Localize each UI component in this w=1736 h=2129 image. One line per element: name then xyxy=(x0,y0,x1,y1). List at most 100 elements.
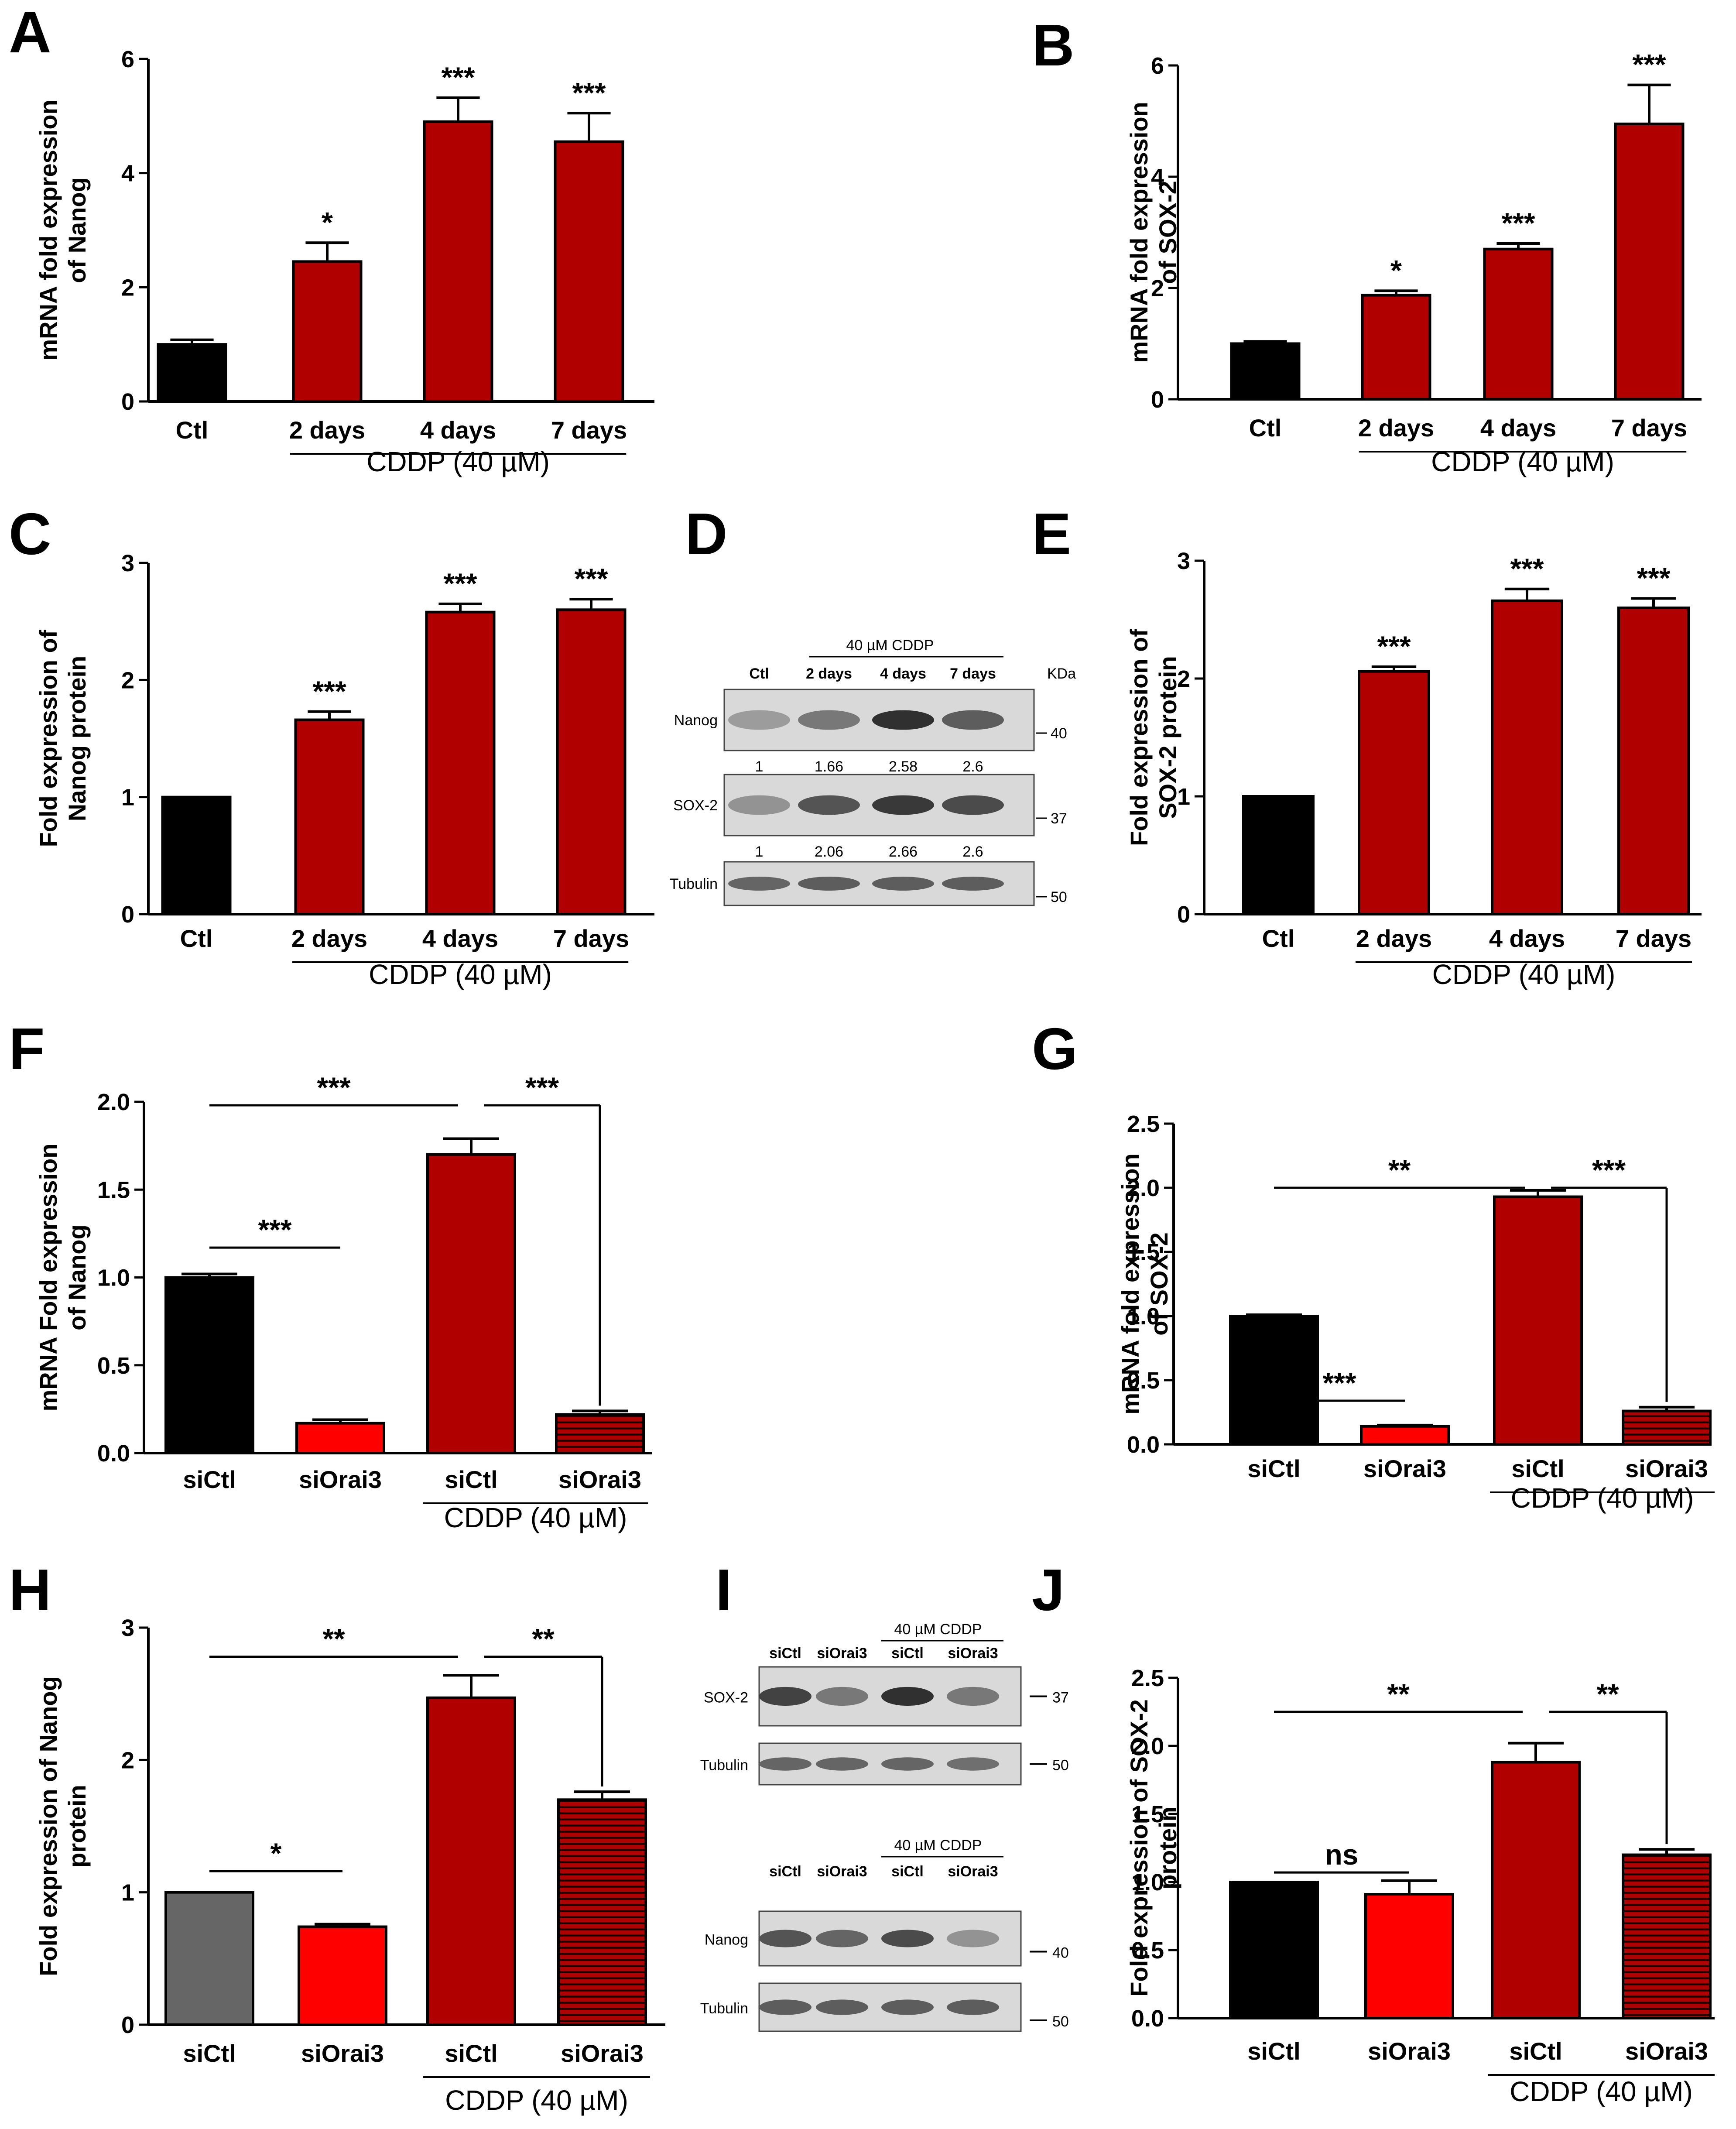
blot-i-top-band-name: Tubulin xyxy=(700,1757,748,1774)
blot-d-quant-value: 1.66 xyxy=(815,758,843,775)
y-axis-label-line: Fold expression of SOX-2 xyxy=(1125,1699,1153,1996)
blot-i-bottom-lane-label: siOrai3 xyxy=(817,1863,867,1880)
category-label: 7 days xyxy=(1616,925,1691,952)
panel-label-f: F xyxy=(9,1016,45,1082)
y-tick-label: 0.0 xyxy=(1127,1432,1160,1458)
y-tick-label: 2.0 xyxy=(1127,1175,1160,1201)
y-axis-label-line: mRNA Fold expression xyxy=(34,1143,62,1411)
y-tick-label: 0.5 xyxy=(97,1353,130,1379)
bar xyxy=(1360,1425,1450,1446)
panel-label-g: G xyxy=(1032,1016,1078,1082)
group-label: CDDP (40 µM) xyxy=(445,2084,628,2116)
category-label: siOrai3 xyxy=(558,1466,641,1493)
blot-d: 40 µM CDDP Ctl 2 days 4 days 7 days KDa Nanog 4… xyxy=(670,637,1076,906)
blot-i-top-tubulin-blot-strip xyxy=(758,1742,1022,1786)
category-label: siCtl xyxy=(183,2040,236,2067)
bar xyxy=(557,1798,647,2026)
y-axis-label: mRNA Fold expressionof Nanog xyxy=(34,1143,91,1411)
panel-label-a: A xyxy=(9,0,51,65)
significance-label: *** xyxy=(441,61,475,93)
blot-i-bottom-treatment: 40 µM CDDP xyxy=(894,1837,982,1854)
blot-i-bottom-nanog-band xyxy=(816,1930,868,1947)
blot-d-quant-value: 1 xyxy=(755,843,764,860)
blot-i-bottom-tubulin-blot-strip xyxy=(758,1982,1022,2032)
y-axis-label: Fold expression ofNanog protein xyxy=(34,630,91,847)
y-tick-label: 0 xyxy=(121,2012,134,2038)
y-tick-label: 2.0 xyxy=(97,1089,130,1115)
blot-d-lane-label: 4 days xyxy=(880,665,926,682)
blot-i-top-marker-kda: 50 xyxy=(1052,1757,1069,1774)
comparison-label: ** xyxy=(1596,1678,1619,1710)
comparison-label: ** xyxy=(532,1623,555,1655)
y-tick-label: 2 xyxy=(121,1747,134,1773)
category-label: 7 days xyxy=(551,416,627,444)
category-label: 7 days xyxy=(553,925,629,952)
blot-d-quant-value: 2.6 xyxy=(962,843,983,860)
significance-label: *** xyxy=(1510,552,1544,585)
y-axis-label: mRNA fold expressionof SOX-2 xyxy=(1125,102,1181,363)
chart-j: 0.0 0.5 1.0 1.5 2.0 2.5 Fold expression of SOX… xyxy=(1125,1665,1715,2107)
y-tick-label: 6 xyxy=(1151,53,1164,79)
category-label: 4 days xyxy=(1489,925,1565,952)
blot-d-nanog-band xyxy=(728,710,790,730)
blot-d-sox-2-blot-strip xyxy=(723,774,1035,837)
bar xyxy=(556,608,627,916)
category-label: 4 days xyxy=(420,416,496,444)
chart-c: 0 1 2 3 Fold expression ofNanog protein Ctl 2 … xyxy=(34,550,654,990)
blot-i-bottom-marker-kda: 50 xyxy=(1052,2013,1069,2030)
bar xyxy=(1364,1893,1454,2020)
blot-d-tubulin-band xyxy=(798,877,860,891)
blot-i-top-tubulin-band xyxy=(881,1757,934,1771)
panel-label-b: B xyxy=(1032,12,1075,78)
y-tick-label: 1.5 xyxy=(1131,1801,1164,1827)
y-tick-label: 2.5 xyxy=(1127,1111,1160,1137)
blot-i-top-tubulin-band xyxy=(947,1757,999,1771)
category-label: siCtl xyxy=(1247,1455,1300,1482)
y-tick-label: 3 xyxy=(121,550,134,576)
blot-d-marker-kda: 50 xyxy=(1051,889,1067,905)
blot-i-top-lane-label: siOrai3 xyxy=(948,1645,998,1662)
panel-label-i: I xyxy=(716,1557,732,1623)
y-tick-label: 2.0 xyxy=(1131,1733,1164,1759)
significance-label: * xyxy=(322,206,333,238)
panel-label-j: J xyxy=(1032,1557,1065,1623)
blot-i-bottom-lane-label: siOrai3 xyxy=(948,1863,998,1880)
blot-i-top-sox-2-band xyxy=(947,1687,999,1706)
bar xyxy=(1230,342,1301,401)
y-tick-label: 1.5 xyxy=(1127,1239,1160,1265)
y-tick-label: 2 xyxy=(1177,666,1190,692)
category-label: 2 days xyxy=(291,925,367,952)
blot-i-bottom-marker-kda: 40 xyxy=(1052,1945,1069,1961)
blot-i-top-tubulin-band xyxy=(759,1757,812,1771)
y-tick-label: 2 xyxy=(1151,275,1164,302)
blot-d-band-name: Nanog xyxy=(674,712,718,729)
panel-labels: A B C D E F G H I J xyxy=(9,0,1078,1623)
blot-i-top-sox-2-band xyxy=(816,1687,868,1706)
category-label: Ctl xyxy=(180,925,213,952)
blot-d-nanog-blot-strip xyxy=(723,689,1035,751)
significance-label: * xyxy=(1390,254,1402,286)
y-axis-label-line: of Nanog xyxy=(63,177,91,283)
category-label: siCtl xyxy=(1247,2037,1300,2065)
comparison-label: *** xyxy=(1322,1367,1356,1399)
y-axis-label: mRNA fold expressionof Nanog xyxy=(34,99,91,360)
blot-d-quant-value: 2.58 xyxy=(889,758,918,775)
significance-label: *** xyxy=(1377,630,1411,662)
category-label: 2 days xyxy=(1358,414,1434,442)
category-label: siCtl xyxy=(1511,1455,1564,1482)
blot-i-top-sox-2-band xyxy=(881,1687,934,1706)
category-label: 4 days xyxy=(1480,414,1556,442)
chart-f: 0.0 0.5 1.0 1.5 2.0 mRNA Fold expressionof Na… xyxy=(34,1071,652,1533)
blot-i-top-treatment: 40 µM CDDP xyxy=(894,1621,982,1638)
category-label: 7 days xyxy=(1611,414,1687,442)
comparison-label: *** xyxy=(258,1214,291,1246)
category-label: siCtl xyxy=(183,1466,236,1493)
y-axis-label-line: of SOX-2 xyxy=(1154,181,1181,284)
significance-label: *** xyxy=(1501,207,1535,239)
blot-d-band-name: SOX-2 xyxy=(673,797,718,814)
y-tick-label: 0.5 xyxy=(1127,1368,1160,1394)
category-label: siOrai3 xyxy=(1625,2037,1708,2065)
bar xyxy=(294,718,365,915)
